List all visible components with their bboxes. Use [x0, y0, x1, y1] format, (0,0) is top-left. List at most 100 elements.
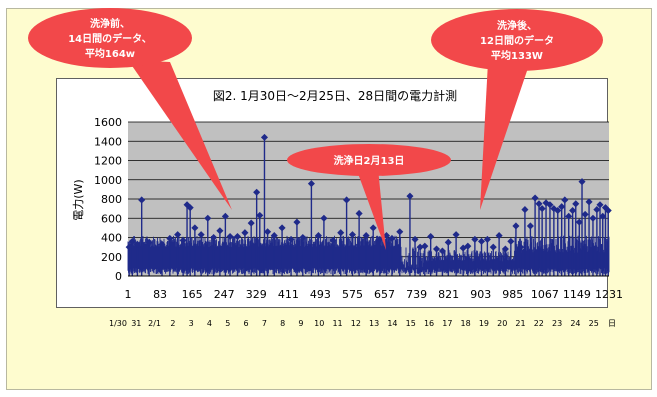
data-point	[186, 204, 194, 212]
data-point	[260, 133, 269, 141]
date-label: 11	[332, 319, 342, 328]
chart-title: 図2. 1月30日～2月25日、28日間の電力計測	[213, 88, 457, 103]
date-label: 日	[608, 319, 616, 328]
date-label: 19	[479, 319, 489, 328]
y-tick-label: 0	[115, 270, 122, 283]
date-label: 3	[189, 319, 194, 328]
callout-shape	[287, 144, 451, 176]
data-point	[554, 207, 562, 215]
data-point	[128, 237, 136, 245]
data-point	[483, 235, 491, 243]
data-point	[145, 238, 153, 246]
y-tick-label: 800	[101, 193, 122, 206]
date-label: 2/1	[148, 319, 161, 328]
y-tick-label: 1600	[94, 116, 122, 129]
x-tick-label: 903	[470, 288, 491, 301]
date-label: 31	[131, 319, 141, 328]
series-power	[125, 133, 612, 276]
date-label: 20	[497, 319, 507, 328]
data-point	[517, 243, 525, 251]
x-tick-label: 985	[502, 288, 523, 301]
data-point	[362, 232, 370, 240]
data-point	[138, 196, 146, 204]
data-point	[444, 238, 452, 246]
x-tick-label: 1	[125, 288, 132, 301]
data-point	[535, 200, 543, 208]
date-label: 10	[314, 319, 324, 328]
date-label: 9	[298, 319, 303, 328]
callout-text: 洗浄後、	[497, 19, 537, 32]
data-point	[233, 233, 242, 241]
data-point	[241, 229, 249, 237]
x-tick-label: 575	[342, 288, 363, 301]
date-label: 12	[351, 319, 361, 328]
x-tick-label: 1149	[563, 288, 591, 301]
callout-tail	[128, 60, 232, 210]
data-point	[581, 210, 589, 218]
date-label: 15	[406, 319, 416, 328]
date-label: 18	[461, 319, 471, 328]
data-point	[596, 201, 604, 209]
data-point	[585, 198, 593, 206]
data-point	[221, 212, 229, 220]
date-label: 13	[369, 319, 379, 328]
callout-text: 平均133W	[491, 49, 543, 62]
date-label: 24	[570, 319, 580, 328]
data-point	[329, 236, 337, 244]
data-point	[526, 222, 534, 230]
data-point	[278, 224, 286, 232]
date-label: 14	[387, 319, 397, 328]
data-point	[569, 207, 577, 215]
data-point	[411, 235, 419, 243]
y-tick-label: 1200	[94, 155, 122, 168]
date-label: 23	[552, 319, 562, 328]
data-point	[604, 207, 612, 215]
data-point	[264, 228, 272, 236]
callout-balloon: 洗浄前、 14日間のデータ、平均164w	[28, 8, 232, 210]
date-label: 6	[244, 319, 249, 328]
x-tick-label: 493	[310, 288, 331, 301]
callout-text: 12日間のデータ	[480, 34, 554, 47]
x-tick-label: 657	[374, 288, 395, 301]
data-point	[599, 212, 607, 220]
data-point	[270, 232, 278, 240]
date-label: 1/30	[109, 319, 127, 328]
data-point	[546, 201, 554, 209]
date-label: 25	[589, 319, 599, 328]
x-tick-label: 1231	[595, 288, 623, 301]
callout-shape	[431, 9, 603, 71]
data-point	[388, 234, 396, 242]
data-point	[477, 237, 486, 245]
data-point	[416, 243, 424, 251]
date-label: 5	[225, 319, 230, 328]
data-point	[531, 194, 539, 202]
data-point	[578, 178, 586, 186]
callout-tail	[356, 168, 386, 250]
y-tick-label: 600	[101, 212, 122, 225]
data-point	[433, 245, 441, 253]
data-point	[226, 233, 234, 241]
data-point	[495, 232, 503, 240]
data-point	[191, 224, 199, 232]
data-point	[489, 243, 497, 251]
date-label: 21	[515, 319, 525, 328]
y-tick-label: 400	[101, 232, 122, 245]
data-point	[512, 222, 520, 230]
data-point	[452, 231, 460, 239]
data-point	[337, 229, 345, 237]
y-tick-label: 1400	[94, 135, 122, 148]
x-tick-label: 165	[182, 288, 203, 301]
data-point	[125, 243, 133, 251]
callout-tail	[480, 62, 530, 210]
data-point	[174, 231, 182, 239]
data-point	[369, 224, 377, 232]
data-point	[287, 235, 295, 243]
callout-balloon: 洗浄日2月13日	[287, 144, 451, 250]
data-point	[421, 242, 429, 250]
data-point	[575, 218, 583, 226]
x-tick-label: 83	[153, 288, 167, 301]
data-point	[565, 212, 573, 220]
data-point	[210, 233, 218, 242]
data-point	[471, 235, 479, 243]
date-label: 4	[207, 319, 212, 328]
